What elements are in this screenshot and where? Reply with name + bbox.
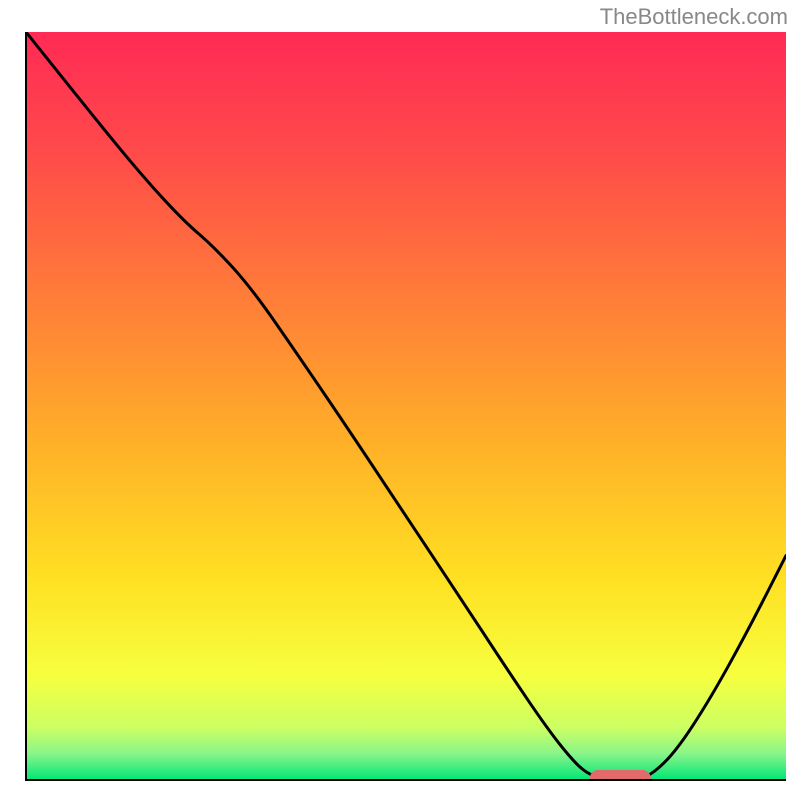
- gradient-background: [26, 32, 786, 780]
- bottleneck-chart: [0, 0, 800, 800]
- chart-container: TheBottleneck.com: [0, 0, 800, 800]
- optimal-range-marker: [590, 770, 651, 786]
- watermark-text: TheBottleneck.com: [600, 4, 788, 30]
